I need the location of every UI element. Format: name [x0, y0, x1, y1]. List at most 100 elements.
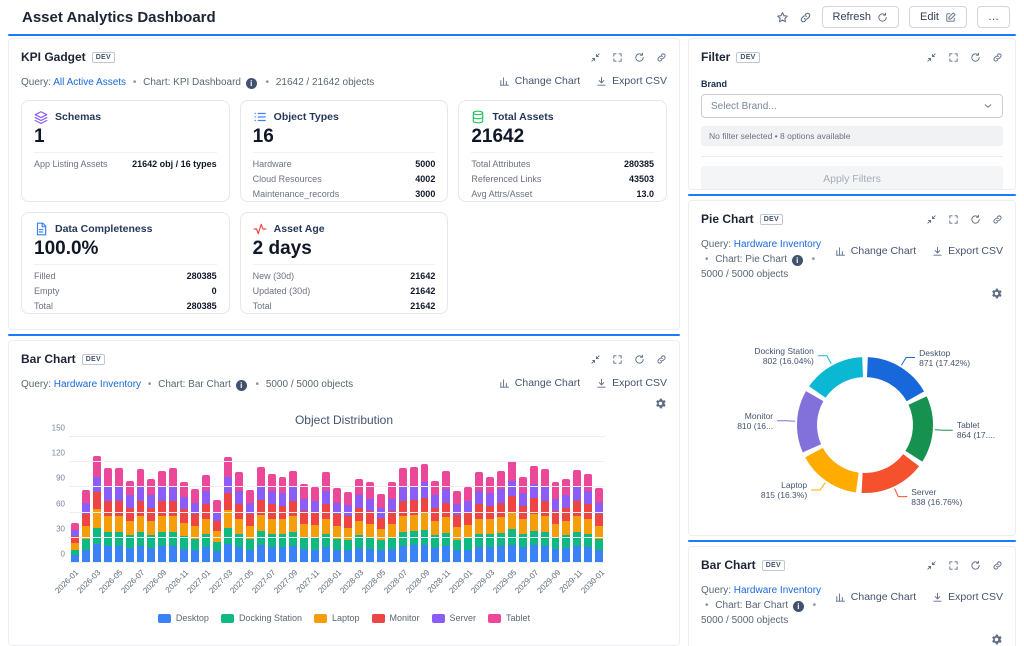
- legend-item[interactable]: Server: [431, 613, 476, 623]
- bar-segment-desktop: [234, 547, 243, 563]
- change-chart-button[interactable]: Change Chart: [835, 591, 916, 603]
- expand-icon[interactable]: [948, 52, 959, 63]
- collapse-icon[interactable]: [926, 560, 937, 571]
- gadget-link-icon[interactable]: [992, 560, 1003, 571]
- pie-segment-tablet: [905, 396, 933, 462]
- brand-select[interactable]: Select Brand...: [701, 94, 1003, 118]
- bar-chart-icon: [835, 246, 846, 257]
- refresh-button[interactable]: Refresh: [821, 6, 900, 28]
- bar-segment-desktop: [147, 547, 156, 563]
- change-chart-button[interactable]: Change Chart: [835, 245, 916, 257]
- bar-segment-docking-station: [344, 539, 352, 551]
- gadget-refresh-icon[interactable]: [970, 52, 981, 63]
- expand-icon[interactable]: [948, 560, 959, 571]
- bar-stack: [475, 472, 484, 563]
- kpi-card-grid: Schemas 1 App Listing Assets 21642 obj / 16…: [21, 100, 667, 314]
- gadget-link-icon[interactable]: [992, 52, 1003, 63]
- bar-stack: [234, 472, 243, 563]
- x-tick-label: 2029-07: [513, 568, 541, 596]
- expand-icon[interactable]: [948, 214, 959, 225]
- bar-segment-laptop: [365, 523, 374, 537]
- collapse-icon[interactable]: [926, 214, 937, 225]
- collapse-icon[interactable]: [926, 52, 937, 63]
- share-link-icon[interactable]: [799, 11, 812, 24]
- expand-icon[interactable]: [612, 354, 623, 365]
- gadget-link-icon[interactable]: [992, 214, 1003, 225]
- query-link[interactable]: Hardware Inventory: [733, 239, 822, 250]
- gear-icon[interactable]: [654, 396, 667, 411]
- gadget-link-icon[interactable]: [656, 52, 667, 63]
- pie-segment-laptop: [805, 447, 860, 493]
- collapse-icon[interactable]: [590, 354, 601, 365]
- bar-segment-laptop: [409, 515, 418, 532]
- x-tick-label: 2029-03: [469, 568, 497, 596]
- bar-stack: [158, 470, 167, 563]
- bar-segment-server: [398, 486, 407, 501]
- bar-stack: [136, 468, 145, 563]
- bar-segment-laptop: [420, 513, 429, 531]
- bar-segment-tablet: [529, 465, 538, 485]
- legend-item[interactable]: Tablet: [488, 613, 530, 623]
- bar-segment-laptop: [486, 519, 494, 535]
- bar-segment-desktop: [92, 543, 101, 563]
- stat-value: 0: [211, 285, 217, 296]
- kpi-stat-row: Maintenance_records 3000: [253, 186, 436, 201]
- export-csv-button[interactable]: Export CSV: [932, 245, 1003, 257]
- bar-segment-server: [442, 489, 451, 503]
- gadget-refresh-icon[interactable]: [970, 560, 981, 571]
- change-chart-button[interactable]: Change Chart: [499, 75, 580, 87]
- bar-segment-laptop: [158, 515, 167, 532]
- pie-segment-server: [861, 453, 920, 493]
- info-icon[interactable]: [235, 380, 247, 391]
- bar-segment-desktop: [300, 548, 309, 563]
- legend-item[interactable]: Laptop: [313, 613, 360, 623]
- info-icon[interactable]: [791, 255, 803, 266]
- gadget-refresh-icon[interactable]: [634, 354, 645, 365]
- gadget-refresh-icon[interactable]: [634, 52, 645, 63]
- legend-item[interactable]: Docking Station: [220, 613, 302, 623]
- bar-segment-server: [103, 486, 112, 501]
- bar-segment-tablet: [169, 468, 178, 487]
- query-link[interactable]: Hardware Inventory: [733, 585, 822, 596]
- chevron-down-icon: [983, 101, 993, 111]
- bar-segment-monitor: [529, 498, 538, 515]
- bar-chart-canvas[interactable]: 0 30 60 90 120 150: [52, 424, 605, 563]
- bar-segment-server: [81, 503, 90, 515]
- legend-item[interactable]: Desktop: [157, 613, 209, 623]
- gear-icon[interactable]: [990, 286, 1003, 301]
- expand-icon[interactable]: [612, 52, 623, 63]
- bar-segment-laptop: [442, 516, 451, 533]
- bar-segment-server: [486, 493, 494, 506]
- bar-segment-monitor: [300, 510, 309, 524]
- stat-value: 5000: [415, 158, 436, 169]
- bar-segment-server: [125, 495, 134, 508]
- gear-icon[interactable]: [990, 632, 1003, 646]
- bar-segment-desktop: [202, 547, 210, 563]
- bar-segment-tablet: [180, 481, 189, 497]
- pie-label-value: 810 (16...: [737, 420, 774, 431]
- collapse-icon[interactable]: [590, 52, 601, 63]
- change-chart-button[interactable]: Change Chart: [499, 377, 580, 389]
- info-icon[interactable]: [792, 601, 804, 612]
- edit-button[interactable]: Edit: [909, 6, 967, 28]
- info-icon[interactable]: [245, 78, 257, 89]
- bar-stack: [267, 474, 276, 563]
- bar-stack: [202, 474, 210, 563]
- export-csv-button[interactable]: Export CSV: [596, 75, 667, 87]
- export-csv-button[interactable]: Export CSV: [932, 591, 1003, 603]
- more-button[interactable]: …: [977, 6, 1010, 28]
- bar-segment-docking-station: [420, 530, 429, 546]
- export-csv-button[interactable]: Export CSV: [596, 377, 667, 389]
- bar-segment-server: [191, 503, 200, 515]
- apply-filters-button[interactable]: Apply Filters: [701, 166, 1003, 189]
- star-icon[interactable]: [776, 11, 789, 24]
- x-tick-label: 2028-03: [338, 568, 366, 596]
- dev-badge: DEV: [91, 51, 115, 63]
- pie-chart-canvas[interactable]: Desktop 871 (17.42%) Tablet 864 (17.... Serv…: [701, 303, 1003, 535]
- query-link[interactable]: Hardware Inventory: [53, 379, 142, 390]
- bar-segment-laptop: [496, 516, 505, 533]
- legend-item[interactable]: Monitor: [371, 613, 420, 623]
- gadget-refresh-icon[interactable]: [970, 214, 981, 225]
- query-link[interactable]: All Active Assets: [53, 77, 127, 88]
- gadget-link-icon[interactable]: [656, 354, 667, 365]
